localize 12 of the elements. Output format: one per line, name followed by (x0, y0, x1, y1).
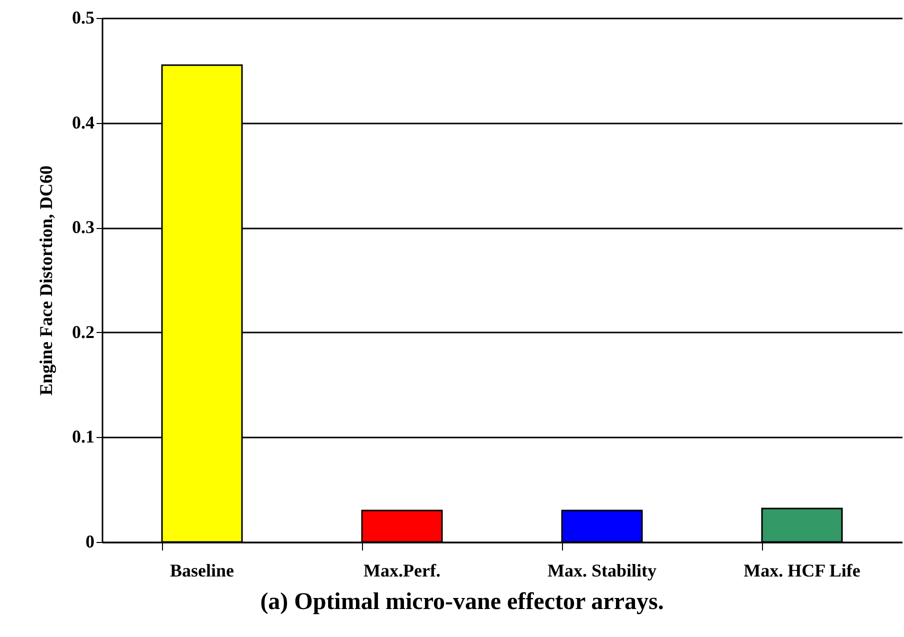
x-tick-label: Max. Stability (547, 560, 657, 580)
y-tick-label: 0.1 (72, 426, 94, 447)
x-tick-label: Max. HCF Life (744, 560, 860, 580)
y-tick-label: 0.4 (72, 112, 94, 132)
x-tick-label: Max.Perf. (364, 560, 440, 580)
y-tick-label: 0 (86, 532, 94, 552)
y-axis-title: Engine Face Distortion, DC60 (36, 166, 56, 396)
y-tick-label: 0.2 (72, 322, 94, 342)
y-tick-label: 0.5 (72, 8, 94, 28)
text: (a) Optimal micro-vane effector arrays. (260, 589, 664, 615)
x-tick-label: Baseline (170, 560, 234, 580)
y-tick-label: 0.3 (72, 217, 94, 238)
